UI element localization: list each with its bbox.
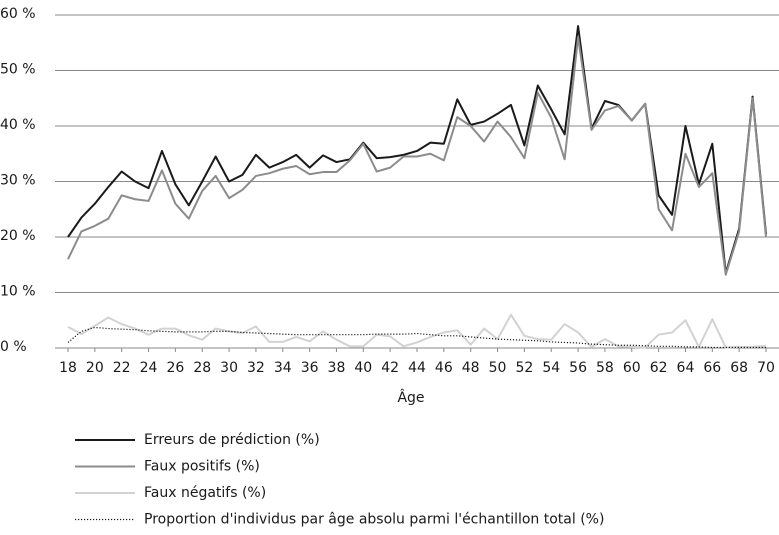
x-tick-label: 34 [274, 360, 292, 376]
x-tick-label: 26 [166, 360, 184, 376]
y-tick-label: 20 % [0, 228, 36, 244]
y-tick-label: 0 % [0, 339, 27, 355]
x-tick-label: 52 [515, 360, 533, 376]
x-tick-label: 38 [328, 360, 346, 376]
x-tick-label: 30 [220, 360, 238, 376]
x-tick-label: 18 [59, 360, 77, 376]
x-tick-label: 58 [596, 360, 614, 376]
x-tick-label: 40 [354, 360, 372, 376]
x-tick-label: 50 [489, 360, 507, 376]
x-tick-label: 42 [381, 360, 399, 376]
x-tick-label: 48 [462, 360, 480, 376]
x-tick-label: 66 [703, 360, 721, 376]
series-line [67, 313, 767, 349]
series-line [67, 36, 767, 276]
y-tick-label: 30 % [0, 173, 36, 189]
x-axis-label: Âge [397, 388, 424, 406]
x-tick-label: 20 [86, 360, 104, 376]
y-tick-label: 40 % [0, 117, 36, 133]
x-tick-label: 24 [140, 360, 158, 376]
legend-label: Proportion d'individus par âge absolu pa… [144, 512, 604, 528]
x-tick-label: 46 [435, 360, 453, 376]
x-tick-label: 44 [408, 360, 426, 376]
x-tick-label: 60 [623, 360, 641, 376]
y-tick-label: 10 % [0, 284, 36, 300]
series-line [67, 25, 767, 275]
legend-label: Faux positifs (%) [144, 459, 260, 475]
x-tick-label: 22 [113, 360, 131, 376]
y-tick-label: 50 % [0, 62, 36, 78]
x-tick-label: 68 [730, 360, 748, 376]
x-tick-label: 62 [650, 360, 668, 376]
x-tick-label: 32 [247, 360, 265, 376]
x-tick-label: 54 [542, 360, 560, 376]
y-tick-label: 60 % [0, 6, 36, 22]
x-tick-label: 70 [757, 360, 775, 376]
series-line [67, 326, 766, 349]
x-tick-label: 56 [569, 360, 587, 376]
x-tick-label: 36 [301, 360, 319, 376]
legend-label: Erreurs de prédiction (%) [144, 432, 320, 448]
x-tick-label: 64 [677, 360, 695, 376]
legend-label: Faux négatifs (%) [144, 485, 266, 501]
x-tick-label: 28 [193, 360, 211, 376]
